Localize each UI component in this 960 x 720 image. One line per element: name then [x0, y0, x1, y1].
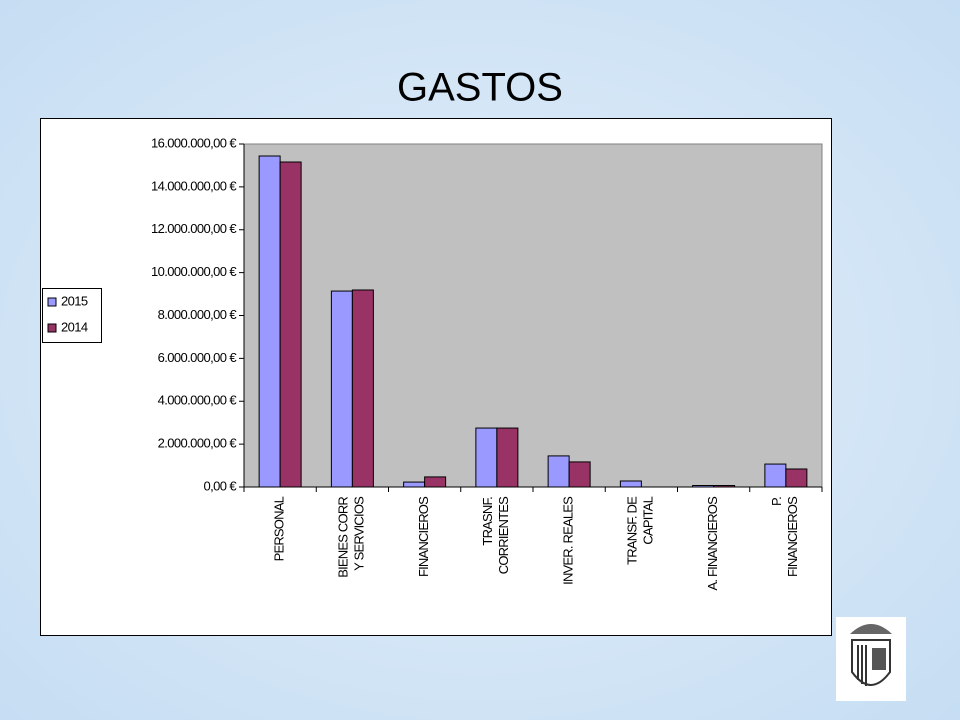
- chart: 0,00 € 2.000.000,00 € 4.000.000,00 € 6.000.…: [42, 135, 823, 591]
- bar: [351, 289, 374, 488]
- x-tick-label: FINANCIEROS: [416, 496, 431, 577]
- logo: [836, 617, 906, 701]
- bar: [403, 481, 426, 488]
- bar: [785, 468, 808, 488]
- x-tick-label: BIENES CORRY SERVICIOS: [336, 496, 367, 578]
- y-tick-label: 8.000.000,00 €: [158, 307, 238, 322]
- bar: [713, 484, 736, 488]
- slide-title: GASTOS: [397, 66, 563, 110]
- y-tick-label: 10.000.000,00 €: [151, 264, 237, 279]
- logo-crown: [850, 624, 892, 634]
- logo-stripes: [857, 645, 867, 686]
- bar: [258, 155, 281, 488]
- bar: [424, 476, 447, 488]
- bar: [547, 455, 570, 488]
- bar: [692, 484, 715, 488]
- bar: [568, 461, 591, 488]
- x-tick-label: PERSONAL: [272, 496, 287, 561]
- legend-label: 2015: [61, 293, 88, 308]
- plot-area: [243, 143, 823, 488]
- y-tick-label: 2.000.000,00 €: [158, 436, 238, 451]
- x-tick-label: P.FINANCIEROS: [769, 496, 800, 577]
- x-tick-label: TRASNF.CORRIENTES: [480, 496, 511, 574]
- y-tick-label: 4.000.000,00 €: [158, 393, 238, 408]
- bar: [619, 480, 642, 488]
- y-tick-label: 16.000.000,00 €: [151, 135, 237, 150]
- y-tick-label: 6.000.000,00 €: [158, 350, 238, 365]
- y-tick-label: 14.000.000,00 €: [151, 178, 237, 193]
- legend-swatch: [47, 297, 57, 307]
- bar: [279, 161, 302, 488]
- bar: [764, 463, 787, 488]
- legend: 2015 2014: [42, 288, 102, 343]
- y-tick-label: 12.000.000,00 €: [151, 221, 237, 236]
- x-tick-label: INVER. REALES: [561, 496, 576, 585]
- legend-swatch: [47, 323, 57, 333]
- logo-quarter: [872, 648, 886, 670]
- x-tick-label: TRANSF. DECAPITAL: [625, 496, 656, 565]
- bar: [475, 427, 498, 488]
- legend-label: 2014: [61, 319, 88, 334]
- x-tick-label: A. FINANCIEROS: [705, 496, 720, 591]
- bar: [330, 290, 353, 488]
- y-tick-label: 0,00 €: [203, 478, 237, 493]
- bar: [496, 427, 519, 488]
